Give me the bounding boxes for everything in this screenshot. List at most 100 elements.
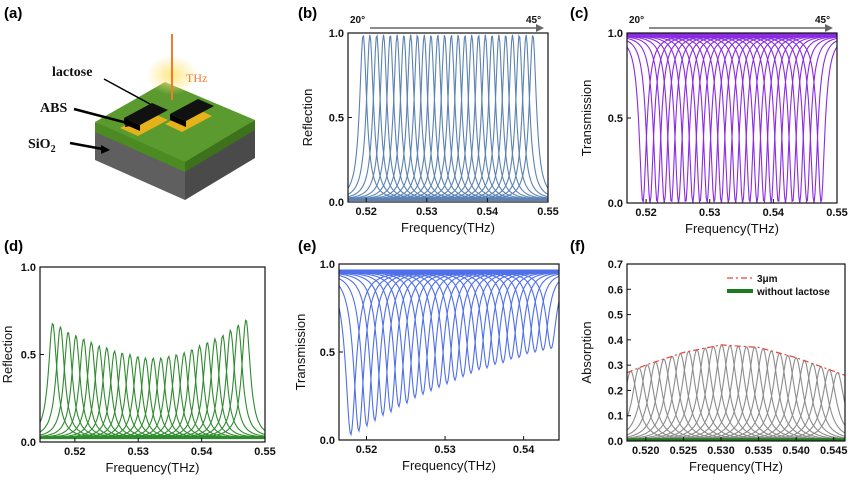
- y-tick-label: 0.3: [608, 360, 623, 372]
- series-line: [40, 324, 266, 439]
- lactose-pointer: [103, 78, 151, 105]
- series-line: [39, 322, 265, 439]
- y-tick-label: 0.5: [608, 113, 623, 125]
- series-group: [338, 269, 560, 437]
- y-tick-label: 1.0: [21, 262, 36, 274]
- top-layer-side: [185, 120, 255, 172]
- x-tick-label: 0.53: [128, 446, 149, 458]
- x-axis-label: Frequency(THz): [685, 221, 779, 236]
- panel-label-e: (e): [298, 238, 316, 255]
- y-tick-label: 0.0: [608, 436, 623, 448]
- x-tick-label: 0.55: [826, 207, 847, 219]
- y-tick-label: 0.5: [320, 347, 335, 359]
- lactose-block-1: [124, 103, 168, 125]
- x-axis-label: Frequency(THz): [402, 458, 496, 473]
- y-tick-label: 0.0: [21, 437, 36, 449]
- y-tick-label: 0.4: [608, 335, 624, 347]
- y-axis-label: Reflection: [300, 89, 315, 147]
- y-tick-label: 0.7: [608, 259, 623, 271]
- top-layer-front: [95, 122, 185, 172]
- y-tick-label: 1.0: [608, 28, 623, 40]
- x-tick-label: 0.52: [356, 444, 377, 456]
- series-line: [39, 326, 265, 439]
- y-axis-label: Transmission: [293, 314, 308, 391]
- axes-frame: [626, 263, 846, 442]
- x-axis-label: Frequency(THz): [689, 459, 783, 474]
- panel-label-c: (c): [570, 5, 588, 22]
- y-tick-label: 0.5: [608, 310, 623, 322]
- chart-panel-b: (b) 0.52 0.53 0.54 0.55 0.0 0.5 1.0 Frequency(TH…: [298, 5, 559, 235]
- x-axis-label: Frequency(THz): [106, 460, 200, 475]
- x-tick-label: 0.53: [699, 207, 720, 219]
- x-tick-label: 0.53: [434, 444, 455, 456]
- legend-label: without lactose: [756, 287, 830, 298]
- y-axis-label: Transmission: [579, 80, 594, 157]
- sio2-label: SiO2: [28, 137, 56, 155]
- series-line: [338, 270, 559, 423]
- x-tick-label: 0.52: [355, 206, 376, 218]
- y-tick-label: 0.5: [21, 350, 36, 362]
- x-tick-label: 0.545: [820, 445, 848, 457]
- x-tick-label: 0.54: [763, 207, 785, 219]
- x-tick-label: 0.52: [64, 446, 85, 458]
- abs-arrowhead: [125, 119, 135, 127]
- x-axis-label: Frequency(THz): [401, 220, 495, 235]
- y-tick-label: 0.0: [320, 435, 335, 447]
- chart-panel-e: (e) 0.52 0.53 0.54 0.0 0.5 1.0 Frequency(THz) Tr…: [293, 238, 560, 473]
- panel-label-d: (d): [4, 238, 23, 255]
- series-group: [39, 319, 266, 440]
- chart-panel-c: (c) 0.52 0.53 0.54 0.55 0.0 0.5 1.0 Frequency(TH…: [570, 5, 848, 236]
- schematic-panel: (a) THz lactose ABS SiO2: [4, 5, 255, 200]
- gold-stripe-1: [120, 112, 168, 136]
- sio2-arrowhead: [101, 145, 110, 154]
- x-tick-label: 0.55: [254, 446, 275, 458]
- x-tick-label: 0.530: [707, 445, 735, 457]
- substrate-front: [95, 130, 185, 200]
- chart-panel-d: (d) 0.52 0.53 0.54 0.55 0.0 0.5 1.0 Frequency(TH…: [0, 238, 276, 475]
- series-group: [626, 344, 846, 442]
- thz-label: THz: [186, 71, 207, 85]
- y-tick-label: 0.1: [608, 411, 623, 423]
- panel-label-a: (a): [4, 5, 22, 22]
- y-axis-label: Reflection: [0, 326, 15, 384]
- y-axis-label: Absorption: [579, 321, 594, 383]
- gold-stripe-2: [165, 108, 212, 132]
- y-tick-label: 0.5: [329, 113, 344, 125]
- substrate-side: [185, 128, 255, 200]
- x-tick-label: 0.55: [537, 206, 558, 218]
- y-tick-label: 0.0: [329, 197, 344, 209]
- lactose-label: lactose: [52, 65, 92, 80]
- x-tick-label: 0.54: [513, 444, 535, 456]
- angle-end-label: 45°: [526, 15, 541, 26]
- x-tick-label: 0.525: [670, 445, 698, 457]
- series-line: [339, 270, 559, 400]
- angle-start-label: 20°: [350, 15, 365, 26]
- angle-arrowhead: [825, 24, 833, 32]
- x-tick-label: 0.52: [635, 207, 656, 219]
- envelope-3um-line: [626, 344, 846, 376]
- series-group: [626, 33, 838, 204]
- lactose-block-2: [170, 99, 214, 121]
- lactose-block-2-front: [170, 114, 186, 127]
- series-group: [347, 34, 549, 201]
- x-tick-label: 0.540: [782, 445, 810, 457]
- angle-arrowhead: [536, 24, 544, 32]
- panel-label-f: (f): [570, 238, 585, 255]
- angle-end-label: 45°: [815, 15, 830, 26]
- x-tick-label: 0.535: [745, 445, 773, 457]
- abs-pointer: [73, 107, 136, 127]
- y-tick-label: 0.6: [608, 284, 623, 296]
- abs-label: ABS: [40, 101, 67, 116]
- series-line: [40, 319, 266, 439]
- chart-panel-f: (f) 0.520 0.525 0.530 0.535 0.540 0.545 0.0 0.1 0…: [570, 238, 847, 474]
- x-tick-label: 0.53: [416, 206, 437, 218]
- series-line: [338, 270, 560, 409]
- x-tick-label: 0.54: [477, 206, 499, 218]
- x-tick-label: 0.520: [632, 445, 660, 457]
- y-tick-label: 0.0: [608, 198, 623, 210]
- y-tick-label: 1.0: [320, 259, 335, 271]
- panel-label-b: (b): [298, 5, 317, 22]
- series-line: [339, 270, 559, 405]
- y-tick-label: 0.2: [608, 385, 623, 397]
